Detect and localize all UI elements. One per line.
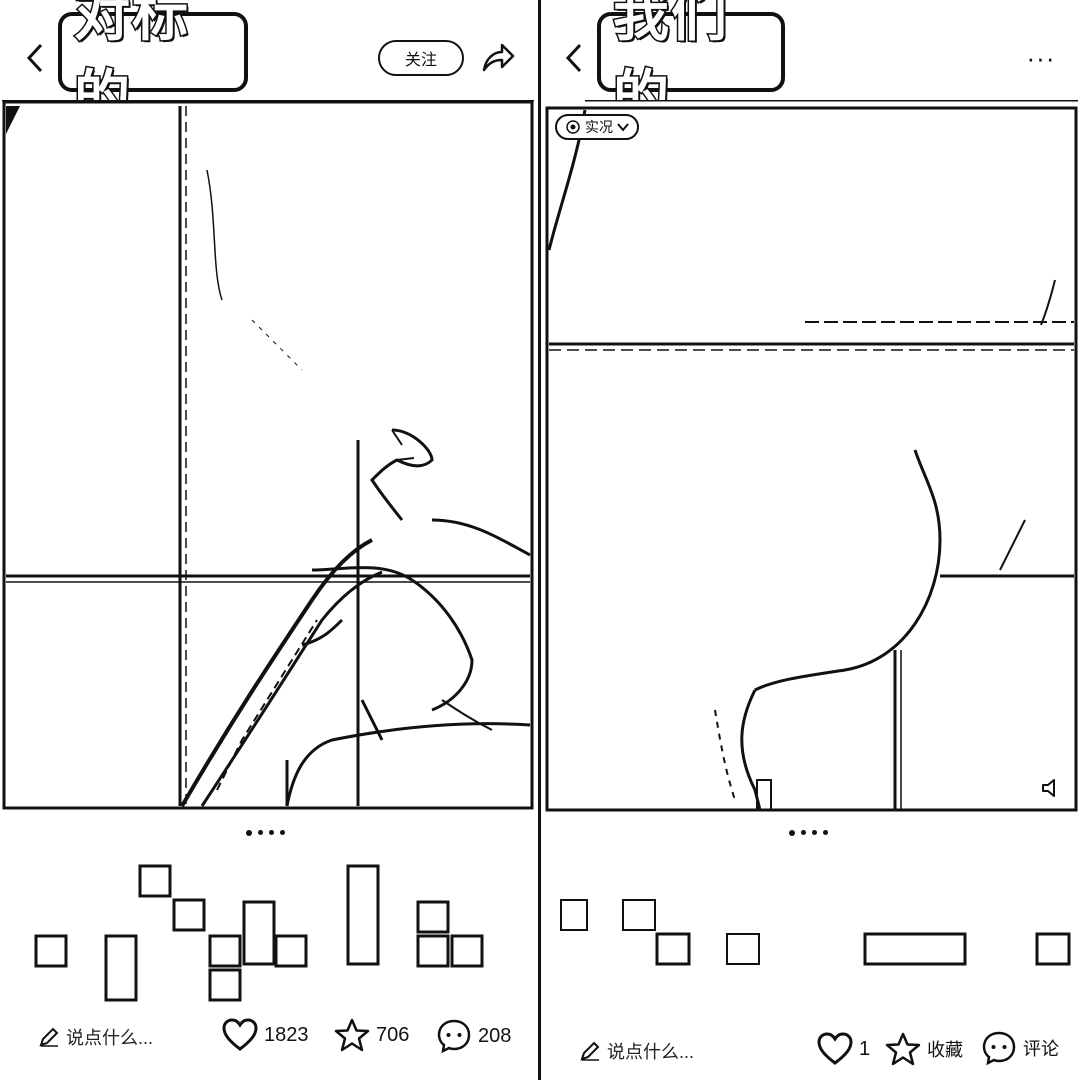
back-button[interactable] <box>563 40 585 76</box>
collect-button[interactable]: 收藏 <box>885 1032 963 1066</box>
comment-bubble-icon <box>982 1031 1016 1066</box>
share-icon <box>482 43 515 72</box>
comment-placeholder: 说点什么... <box>607 1042 695 1062</box>
sound-button[interactable] <box>1039 776 1063 800</box>
caption-redaction <box>560 899 1071 966</box>
comment-button[interactable]: 评论 <box>981 1030 1059 1066</box>
star-icon <box>334 1018 370 1052</box>
panel-divider <box>538 0 541 1080</box>
like-count: 1823 <box>264 1023 309 1046</box>
caption-redaction <box>34 864 484 1002</box>
right-post-panel: 我们的 ··· <box>541 0 1080 1080</box>
live-photo-badge[interactable]: 实况 <box>555 114 639 140</box>
chevron-down-icon <box>617 123 629 132</box>
edit-pencil-icon <box>39 1027 59 1047</box>
comment-label: 评论 <box>1023 1039 1059 1059</box>
collect-count: 706 <box>376 1023 410 1046</box>
live-label: 实况 <box>585 119 613 135</box>
carousel-dot <box>280 830 285 835</box>
comment-count: 208 <box>478 1024 512 1047</box>
carousel-indicator <box>246 830 285 838</box>
page-title: 对标的 <box>73 0 190 132</box>
comment-bubble-icon <box>437 1019 471 1054</box>
carousel-indicator <box>789 830 828 838</box>
carousel-dot <box>246 830 252 836</box>
post-photo[interactable] <box>2 100 534 812</box>
comment-input[interactable]: 说点什么... <box>579 1038 694 1064</box>
like-button[interactable]: 1 <box>817 1032 870 1066</box>
sound-icon <box>1042 779 1055 797</box>
carousel-dot <box>789 830 795 836</box>
title-badge: 对标的 <box>58 0 248 132</box>
title-badge: 我们的 <box>597 0 785 132</box>
carousel-dot <box>801 830 806 835</box>
back-button[interactable] <box>24 40 46 76</box>
more-button[interactable]: ··· <box>1021 40 1061 76</box>
photo-drawing <box>2 100 534 810</box>
back-arrow-icon <box>565 43 582 73</box>
back-arrow-icon <box>26 43 43 73</box>
comment-button[interactable]: 208 <box>436 1018 511 1054</box>
like-count: 1 <box>859 1037 871 1060</box>
collect-button[interactable]: 706 <box>334 1018 409 1052</box>
collect-label: 收藏 <box>927 1040 963 1060</box>
post-photo[interactable] <box>545 100 1078 812</box>
star-icon <box>885 1032 921 1066</box>
share-button[interactable] <box>480 40 518 76</box>
heart-icon <box>222 1018 258 1051</box>
left-post-panel: 对标的 关注 <box>0 0 538 1080</box>
carousel-dot <box>269 830 274 835</box>
more-icon: ··· <box>1026 43 1056 73</box>
carousel-dot <box>823 830 828 835</box>
comment-input[interactable]: 说点什么... <box>38 1024 153 1050</box>
edit-pencil-icon <box>580 1041 600 1061</box>
carousel-dot <box>812 830 817 835</box>
live-photo-icon <box>566 120 580 134</box>
follow-button[interactable]: 关注 <box>378 40 464 76</box>
like-button[interactable]: 1823 <box>222 1018 309 1052</box>
carousel-dot <box>258 830 263 835</box>
heart-icon <box>817 1032 853 1065</box>
comment-placeholder: 说点什么... <box>66 1028 154 1048</box>
photo-drawing <box>545 100 1078 812</box>
